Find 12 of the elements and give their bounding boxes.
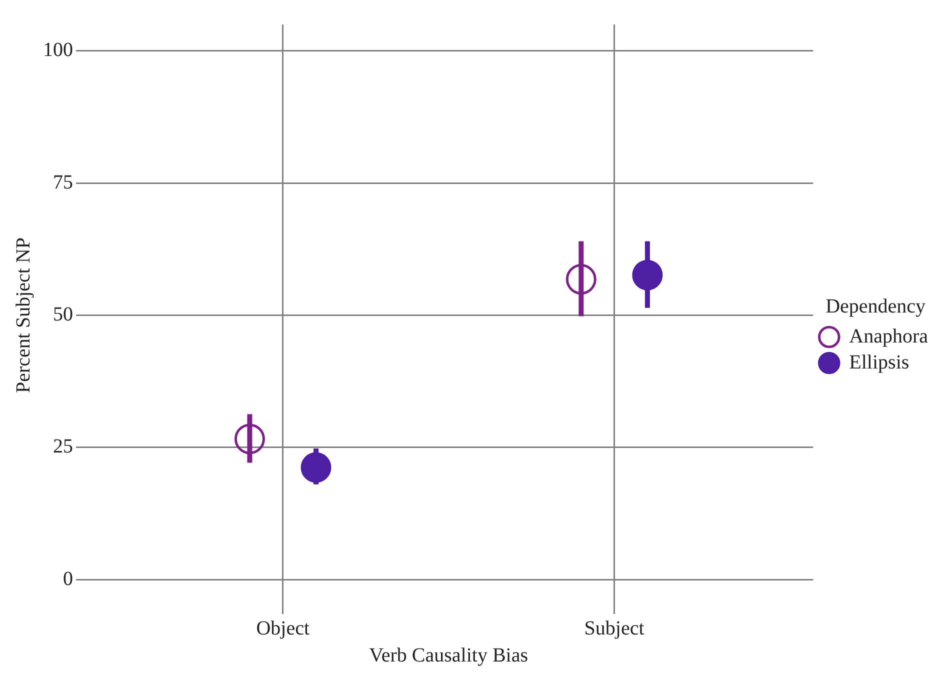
y-tick-label: 0 [63,568,73,590]
y-tick-label: 50 [53,304,73,326]
x-axis-title: Verb Causality Bias [369,644,528,666]
y-tick-label: 75 [53,171,73,194]
y-tick-label: 25 [53,436,73,458]
y-axis-title: Percent Subject NP [12,237,34,394]
x-tick-label: Object [256,617,310,640]
legend-title: Dependency [826,295,926,318]
x-tick-label: Subject [584,617,645,640]
legend-label: Ellipsis [849,351,910,374]
y-tick-label: 100 [43,39,73,62]
legend-label: Anaphora [849,325,928,348]
